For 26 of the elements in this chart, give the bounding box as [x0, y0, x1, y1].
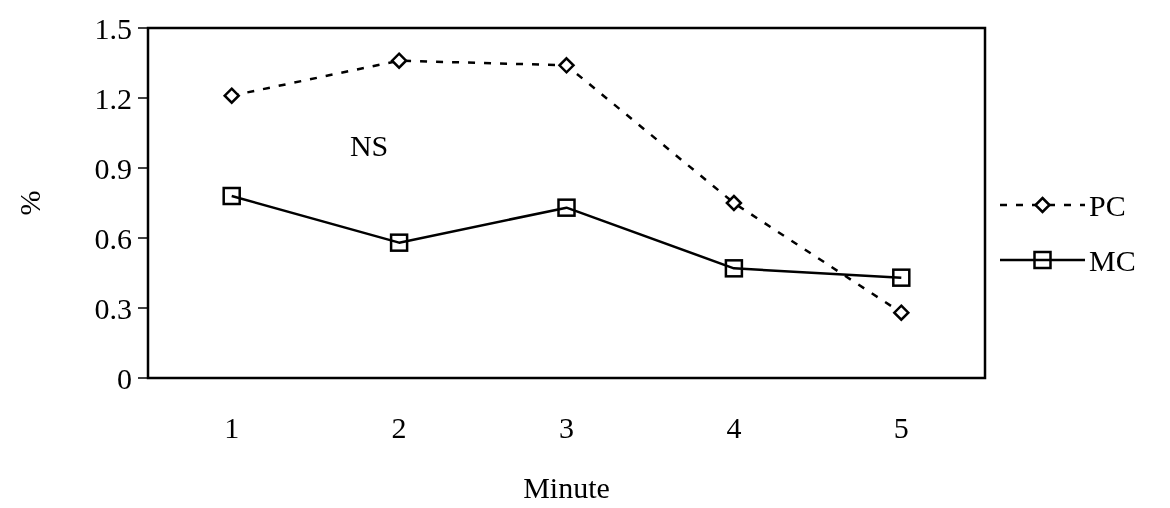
x-axis-title: Minute: [523, 471, 610, 504]
x-tick-label: 1: [224, 411, 240, 444]
y-tick-label: 0.9: [94, 151, 132, 185]
point: [724, 259, 744, 278]
y-tick-label: 1.5: [94, 11, 132, 45]
legend-label: PC: [1089, 188, 1126, 222]
point: [390, 52, 408, 69]
y-tick-label: 0.3: [94, 291, 132, 325]
x-tick-label: 5: [893, 411, 909, 444]
point: [893, 304, 910, 321]
x-tick-label: 4: [726, 411, 742, 444]
x-tick-label: 2: [391, 411, 407, 444]
point: [222, 186, 241, 206]
point: [725, 194, 743, 212]
point: [558, 57, 575, 74]
legend-label: MC: [1089, 243, 1136, 277]
y-tick-label: 0: [117, 361, 132, 395]
x-tick-label: 3: [559, 411, 574, 444]
y-axis-title: %: [13, 190, 46, 216]
annotation: NS: [349, 129, 389, 163]
point: [389, 233, 409, 252]
point: [223, 87, 240, 104]
point: [892, 268, 911, 287]
y-tick-label: 1.2: [94, 81, 132, 115]
point: [557, 198, 576, 217]
y-tick-label: 0.6: [94, 221, 132, 255]
